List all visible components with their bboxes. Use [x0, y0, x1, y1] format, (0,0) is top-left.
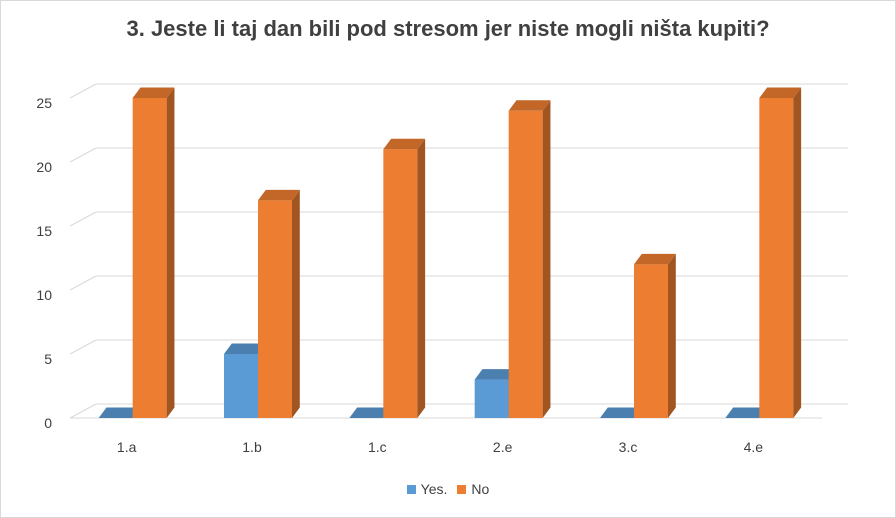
bar-top-yes-3.c	[600, 407, 642, 418]
bar-no-1.c	[383, 149, 418, 418]
bar-top-no-3.c	[634, 253, 676, 265]
bar-yes-1.b	[224, 354, 258, 418]
bar-top-yes-4.e	[725, 407, 768, 418]
bar-no-1.a	[132, 98, 167, 418]
legend-label-yes: Yes.	[420, 481, 448, 497]
bar-top-no-1.a	[132, 87, 175, 98]
bar-yes-2.e	[474, 379, 509, 418]
x-tick-label-0: 1.a	[117, 439, 137, 455]
y-tick-label-3: 15	[36, 223, 52, 239]
chart-legend: Yes. No	[0, 481, 896, 497]
y-tick-label-4: 20	[36, 159, 52, 175]
x-tick-label-5: 4.e	[744, 439, 764, 455]
legend-swatch-no	[457, 484, 467, 494]
bar-side-no-1.a	[166, 87, 175, 418]
bar-top-yes-2.e	[474, 369, 517, 380]
gridline-side-0	[69, 403, 97, 419]
bar-top-no-4.e	[759, 87, 802, 98]
bar-side-no-1.b	[292, 189, 300, 418]
legend-label-no: No	[471, 481, 490, 497]
gridline-side-5	[69, 83, 97, 99]
legend-swatch-yes	[406, 484, 416, 494]
bar-top-no-1.b	[258, 189, 300, 201]
bar-side-no-3.c	[668, 253, 676, 418]
x-tick-label-3: 2.e	[493, 439, 513, 455]
y-tick-label-5: 25	[36, 95, 52, 111]
x-tick-label-2: 1.c	[368, 439, 387, 455]
bar-side-no-4.e	[793, 87, 802, 418]
bar-no-1.b	[258, 200, 292, 418]
y-tick-label-2: 10	[36, 287, 52, 303]
gridline-side-2	[69, 275, 97, 291]
legend-item-no: No	[457, 481, 489, 497]
gridline-side-4	[69, 147, 97, 163]
bar-no-2.e	[508, 110, 543, 419]
bar-top-no-1.c	[383, 138, 426, 150]
chart-title: 3. Jeste li taj dan bili pod stresom jer…	[126, 16, 770, 41]
bar-no-4.e	[759, 98, 794, 418]
bar-side-no-2.e	[542, 100, 551, 419]
y-tick-label-1: 5	[44, 351, 52, 367]
bar-top-yes-1.c	[349, 407, 392, 418]
x-tick-label-4: 3.c	[619, 439, 638, 455]
legend-item-yes: Yes.	[406, 481, 448, 497]
bar-top-yes-1.a	[98, 407, 141, 418]
y-tick-label-0: 0	[44, 415, 52, 431]
bar-side-no-1.c	[417, 138, 426, 418]
gridline-side-1	[69, 339, 97, 355]
bar-no-3.c	[634, 264, 668, 418]
bar-top-yes-1.b	[224, 343, 266, 354]
gridline-side-3	[69, 211, 97, 227]
x-tick-label-1: 1.b	[242, 439, 262, 455]
bar-top-no-2.e	[508, 100, 551, 111]
